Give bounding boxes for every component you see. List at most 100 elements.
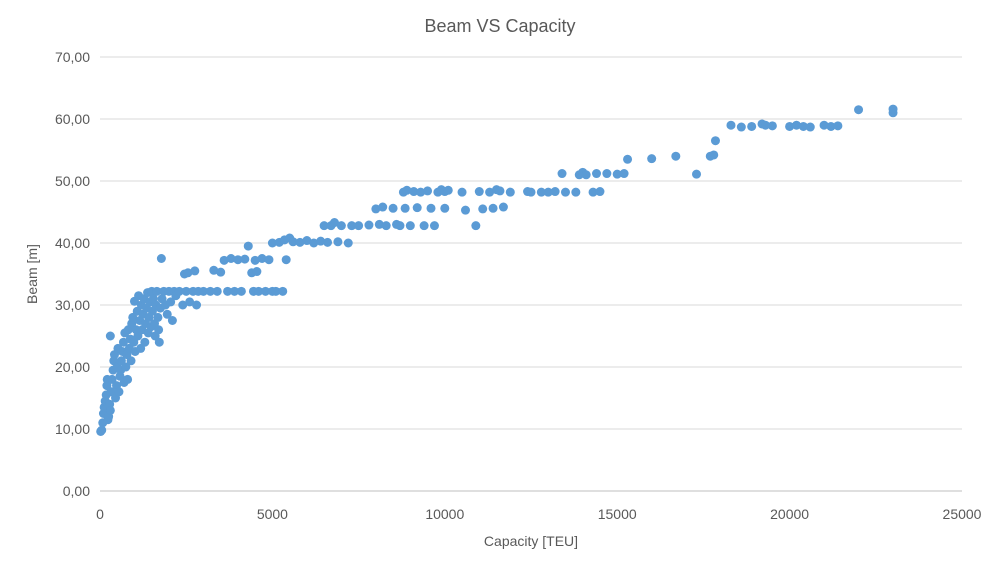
data-point	[416, 187, 426, 197]
data-point	[805, 122, 815, 132]
data-point	[254, 286, 264, 296]
data-point	[400, 203, 410, 213]
data-point	[592, 169, 602, 179]
data-point	[692, 169, 702, 179]
data-point	[760, 120, 770, 130]
chart-title: Beam VS Capacity	[424, 16, 575, 36]
data-point	[405, 221, 415, 231]
data-point	[412, 203, 422, 213]
data-point	[647, 154, 657, 164]
data-point	[140, 337, 150, 347]
scatter-points	[96, 104, 898, 436]
data-point	[128, 312, 138, 322]
data-point	[118, 337, 128, 347]
data-point	[264, 255, 274, 265]
data-point	[347, 221, 357, 231]
data-point	[153, 312, 163, 322]
data-point	[105, 405, 115, 415]
x-tick-label: 15000	[598, 506, 637, 522]
grid	[100, 56, 962, 430]
data-point	[198, 286, 208, 296]
data-point	[223, 286, 233, 296]
data-point	[97, 425, 107, 435]
x-axis-label: Capacity [TEU]	[484, 533, 578, 549]
data-point	[236, 286, 246, 296]
data-point	[381, 221, 391, 231]
data-point	[162, 309, 172, 319]
y-axis: 0,00 10,00 20,00 30,00 40,00 50,00 60,00 70,00	[55, 49, 90, 499]
data-point	[281, 255, 291, 265]
data-point	[121, 362, 131, 372]
data-point	[602, 169, 612, 179]
y-tick-label: 50,00	[55, 173, 90, 189]
data-point	[209, 265, 219, 275]
data-point	[374, 219, 384, 229]
data-point	[240, 254, 250, 264]
data-point	[419, 221, 429, 231]
data-point	[267, 238, 277, 248]
data-point	[478, 204, 488, 214]
y-tick-label: 60,00	[55, 111, 90, 127]
data-point	[443, 185, 453, 195]
data-point	[343, 238, 353, 248]
y-tick-label: 10,00	[55, 421, 90, 437]
x-tick-label: 25000	[943, 506, 982, 522]
data-point	[378, 202, 388, 212]
data-point	[288, 237, 298, 247]
y-tick-label: 70,00	[55, 49, 90, 65]
data-point	[388, 203, 398, 213]
data-point	[192, 300, 202, 310]
data-point	[105, 331, 115, 341]
data-point	[785, 121, 795, 131]
data-point	[371, 204, 381, 214]
data-point	[309, 238, 319, 248]
data-point	[612, 169, 622, 179]
data-point	[233, 255, 243, 265]
data-point	[116, 356, 126, 366]
data-point	[550, 187, 560, 197]
data-point	[167, 316, 177, 325]
data-point	[854, 105, 864, 115]
data-point	[178, 300, 188, 310]
y-tick-label: 20,00	[55, 359, 90, 375]
data-point	[354, 221, 364, 231]
data-point	[329, 218, 339, 228]
data-point	[261, 286, 271, 296]
data-point	[295, 237, 305, 247]
data-point	[152, 286, 162, 296]
data-point	[250, 255, 260, 265]
data-point	[460, 205, 470, 215]
data-point	[395, 221, 405, 231]
data-point	[181, 286, 191, 296]
data-point	[205, 286, 215, 296]
x-axis: 0 5000 10000 15000 20000 25000	[96, 506, 982, 522]
data-point	[888, 104, 898, 114]
x-tick-label: 5000	[257, 506, 288, 522]
y-tick-label: 40,00	[55, 235, 90, 251]
y-tick-label: 0,00	[63, 483, 90, 499]
data-point	[243, 241, 253, 251]
data-point	[423, 186, 433, 196]
data-point	[498, 202, 508, 212]
y-axis-label: Beam [m]	[24, 244, 40, 304]
data-point	[536, 187, 546, 197]
data-point	[333, 237, 343, 247]
data-point	[212, 286, 222, 296]
data-point	[505, 187, 515, 197]
data-point	[619, 169, 629, 179]
data-point	[571, 187, 581, 197]
data-point	[798, 121, 808, 131]
data-point	[229, 286, 239, 296]
data-point	[826, 121, 836, 131]
data-point	[440, 203, 450, 213]
data-point	[216, 267, 226, 277]
data-point	[471, 221, 481, 231]
data-point	[154, 325, 164, 335]
data-point	[543, 187, 553, 197]
data-point	[185, 297, 195, 307]
data-point	[183, 268, 193, 278]
data-point	[364, 220, 374, 230]
data-point	[302, 236, 312, 246]
data-point	[709, 150, 719, 160]
